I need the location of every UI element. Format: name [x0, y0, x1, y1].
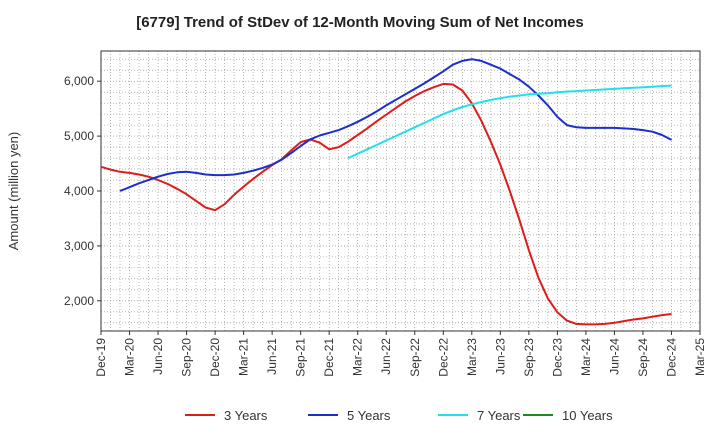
series-line-5-years [119, 58, 672, 192]
y-tick-label: 6,000 [64, 74, 94, 88]
x-tick-label: Dec-22 [436, 338, 450, 377]
x-tick-label: Sep-24 [636, 338, 650, 377]
x-tick-label: Dec-23 [550, 338, 564, 377]
y-tick-label: 5,000 [64, 129, 94, 143]
x-tick-label: Jun-20 [151, 338, 165, 375]
series-line-7-years [347, 84, 672, 160]
y-axis-label: Amount (million yen) [6, 132, 21, 251]
x-tick-label: Mar-22 [351, 338, 365, 376]
x-tick-label: Dec-21 [322, 338, 336, 377]
x-tick-label: Mar-25 [693, 338, 707, 376]
x-tick-label: Dec-24 [664, 338, 678, 377]
x-tick-label: Mar-21 [237, 338, 251, 376]
legend-label-7-years: 7 Years [477, 408, 521, 423]
y-tick-label: 2,000 [64, 294, 94, 308]
x-tick-label: Dec-20 [208, 338, 222, 377]
legend-label-3-years: 3 Years [224, 408, 268, 423]
x-tick-label: Jun-21 [265, 338, 279, 375]
x-tick-label: Dec-19 [94, 338, 108, 377]
x-tick-label: Mar-23 [465, 338, 479, 376]
legend: 3 Years 5 Years 7 Years 10 Years [185, 408, 613, 423]
x-tick-label: Jun-24 [607, 338, 621, 375]
x-tick-label: Mar-24 [579, 338, 593, 376]
y-axis: 2,000 3,000 4,000 5,000 6,000 [64, 74, 101, 308]
plot-area [101, 51, 700, 331]
y-tick-label: 3,000 [64, 239, 94, 253]
series-lines [100, 58, 672, 326]
x-tick-label: Jun-22 [379, 338, 393, 375]
x-tick-label: Sep-23 [522, 338, 536, 377]
x-axis: Dec-19 Mar-20 Jun-20 Sep-20 Dec-20 Mar-21 Jun-… [94, 331, 707, 377]
legend-label-10-years: 10 Years [562, 408, 613, 423]
x-tick-label: Mar-20 [123, 338, 137, 376]
x-tick-label: Sep-21 [294, 338, 308, 377]
x-tick-label: Jun-23 [493, 338, 507, 375]
chart-title: [6779] Trend of StDev of 12-Month Moving… [136, 14, 584, 31]
legend-label-5-years: 5 Years [347, 408, 391, 423]
y-tick-label: 4,000 [64, 184, 94, 198]
x-tick-label: Sep-20 [180, 338, 194, 377]
grid-lines [101, 51, 700, 331]
series-line-3-years [100, 82, 672, 326]
x-tick-label: Sep-22 [408, 338, 422, 377]
